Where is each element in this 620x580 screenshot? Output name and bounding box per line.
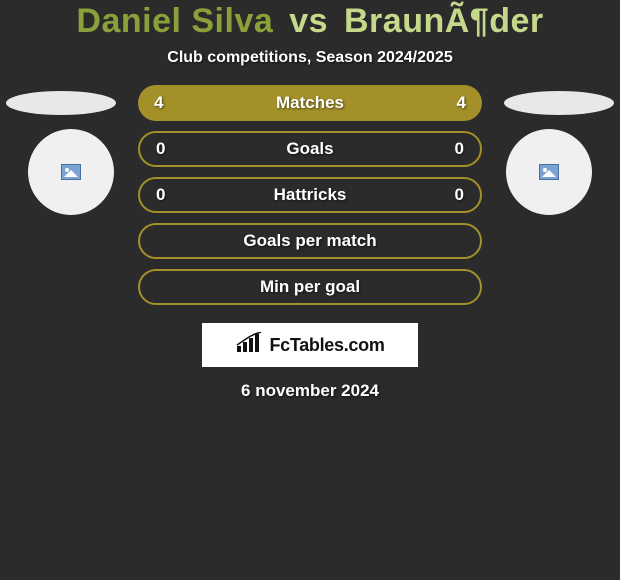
- brand-chart-icon: [235, 332, 263, 359]
- stat-label: Goals: [286, 139, 333, 159]
- stat-bar-matches: 4 Matches 4: [138, 85, 482, 121]
- page-title: Daniel Silva vs BraunÃ¶der: [0, 2, 620, 41]
- stat-label: Hattricks: [274, 185, 347, 205]
- stat-left-value: 4: [154, 93, 163, 113]
- subtitle: Club competitions, Season 2024/2025: [0, 49, 620, 67]
- stat-row: Min per goal: [0, 269, 620, 315]
- player1-ellipse: [6, 91, 116, 115]
- stat-bar-goals: 0 Goals 0: [138, 131, 482, 167]
- stat-row: 0 Hattricks 0: [0, 177, 620, 223]
- stat-right-value: 4: [457, 93, 466, 113]
- comparison-card: Daniel Silva vs BraunÃ¶der Club competit…: [0, 0, 620, 401]
- player2-ellipse: [504, 91, 614, 115]
- stat-bar-goals-per-match: Goals per match: [138, 223, 482, 259]
- stat-left-value: 0: [156, 139, 165, 159]
- date-label: 6 november 2024: [0, 381, 620, 401]
- stat-label: Goals per match: [243, 231, 376, 251]
- stat-bar-min-per-goal: Min per goal: [138, 269, 482, 305]
- vs-label: vs: [289, 2, 328, 40]
- player1-name: Daniel Silva: [76, 2, 273, 40]
- stat-label: Matches: [276, 93, 344, 113]
- stat-left-value: 0: [156, 185, 165, 205]
- stat-row: Goals per match: [0, 223, 620, 269]
- stat-bar-hattricks: 0 Hattricks 0: [138, 177, 482, 213]
- stat-right-value: 0: [455, 139, 464, 159]
- stat-label: Min per goal: [260, 277, 360, 297]
- brand-text: FcTables.com: [269, 335, 384, 356]
- stat-right-value: 0: [455, 185, 464, 205]
- player2-name: BraunÃ¶der: [344, 2, 544, 40]
- stat-row: 4 Matches 4: [0, 85, 620, 131]
- brand-box: FcTables.com: [202, 323, 418, 367]
- stat-row: 0 Goals 0: [0, 131, 620, 177]
